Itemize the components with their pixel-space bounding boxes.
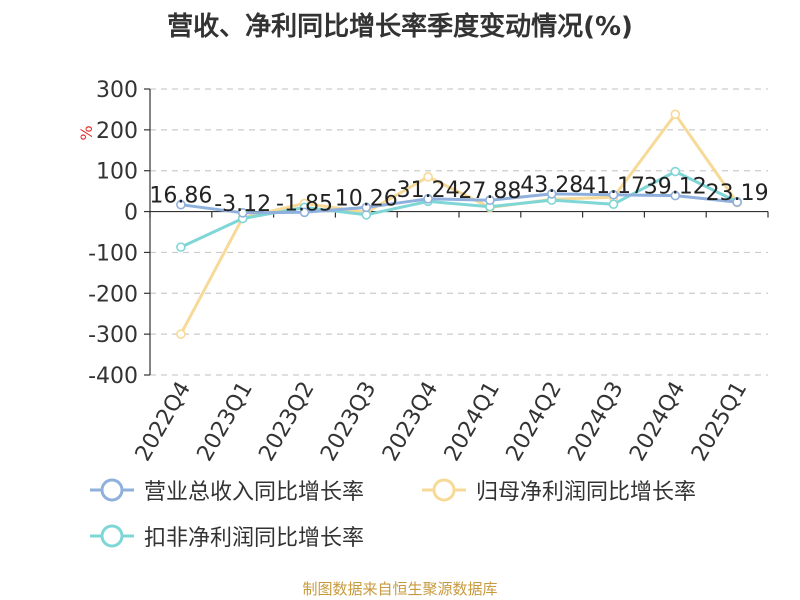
y-tick-label: -400	[88, 364, 138, 389]
legend-item-net-profit[interactable]: 归母净利润同比增长率	[420, 474, 696, 506]
data-label-revenue: -1.85	[276, 191, 333, 216]
y-tick-label: -100	[88, 241, 138, 266]
y-tick-label: 200	[96, 119, 138, 144]
data-point-revenue[interactable]	[176, 199, 186, 210]
series-line-net_profit	[179, 112, 739, 335]
y-tick-label: -300	[88, 323, 138, 348]
data-label-revenue: 16.86	[149, 184, 212, 209]
y-tick-label: 100	[96, 160, 138, 185]
x-tick-label: 2023Q1	[193, 378, 258, 466]
legend-swatch-deducted-profit	[90, 524, 134, 548]
data-point-revenue[interactable]	[732, 197, 742, 207]
legend-label-revenue: 营业总收入同比增长率	[144, 480, 365, 505]
source-note: 制图数据来自恒生聚源数据库	[302, 580, 498, 598]
x-tick-label: 2023Q4	[378, 377, 443, 465]
axes: 3002001000-100-200-300-4002022Q42023Q120…	[88, 78, 769, 466]
data-label-revenue: 23.19	[706, 181, 769, 206]
legend-swatch-revenue	[90, 478, 134, 502]
data-point-deducted_profit[interactable]	[176, 242, 186, 252]
data-point-net_profit[interactable]	[670, 109, 681, 120]
x-tick-label: 2023Q2	[254, 378, 319, 466]
data-label-revenue: 43.28	[520, 173, 583, 198]
data-point-revenue[interactable]	[670, 190, 681, 201]
data-point-revenue[interactable]	[423, 194, 433, 204]
series-lines	[176, 109, 742, 339]
x-tick-label: 2023Q3	[316, 378, 381, 466]
series-line-revenue	[180, 192, 738, 215]
data-point-net_profit[interactable]	[423, 172, 433, 182]
gridlines	[150, 88, 768, 376]
data-label-revenue: 41.17	[582, 174, 645, 199]
data-point-revenue[interactable]	[361, 202, 372, 213]
data-label-revenue: 31.24	[397, 178, 460, 203]
y-axis-unit-label: %	[77, 125, 96, 140]
data-point-revenue[interactable]	[237, 208, 248, 218]
y-tick-label: -200	[88, 282, 138, 307]
x-tick-label: 2024Q1	[440, 378, 505, 466]
data-point-deducted_profit[interactable]	[670, 166, 681, 177]
x-tick-label: 2024Q2	[502, 378, 567, 466]
data-point-deducted_profit[interactable]	[608, 199, 619, 210]
data-label-revenue: 10.26	[335, 186, 398, 211]
data-labels: 16.86 -3.12 -1.85 10.2631.2427.8843.2841.17…	[149, 173, 768, 217]
chart-title: 营收、净利同比增长率季度变动情况(%)	[167, 12, 633, 42]
legend-swatch-net-profit	[422, 478, 466, 502]
data-point-revenue[interactable]	[546, 189, 557, 199]
y-tick-label: 300	[96, 78, 138, 103]
data-point-revenue[interactable]	[608, 189, 619, 200]
legend-item-deducted-profit[interactable]: 扣非净利润同比增长率	[88, 520, 364, 552]
legend-label-deducted-profit: 扣非净利润同比增长率	[144, 526, 365, 551]
legend-item-revenue[interactable]: 营业总收入同比增长率	[88, 474, 364, 506]
data-label-revenue: -3.12	[214, 192, 271, 217]
legend-label-net-profit: 归母净利润同比增长率	[476, 480, 697, 505]
data-point-revenue[interactable]	[485, 195, 495, 205]
x-tick-label: 2025Q1	[687, 378, 752, 466]
y-tick-label: 0	[124, 201, 138, 226]
data-label-revenue: 39.12	[644, 175, 707, 200]
x-tick-label: 2024Q4	[625, 378, 690, 466]
x-tick-label: 2022Q4	[131, 378, 196, 466]
x-tick-label: 2024Q3	[563, 378, 628, 466]
data-label-revenue: 27.88	[458, 179, 521, 204]
data-point-net_profit[interactable]	[176, 329, 186, 339]
data-point-revenue[interactable]	[299, 207, 310, 218]
